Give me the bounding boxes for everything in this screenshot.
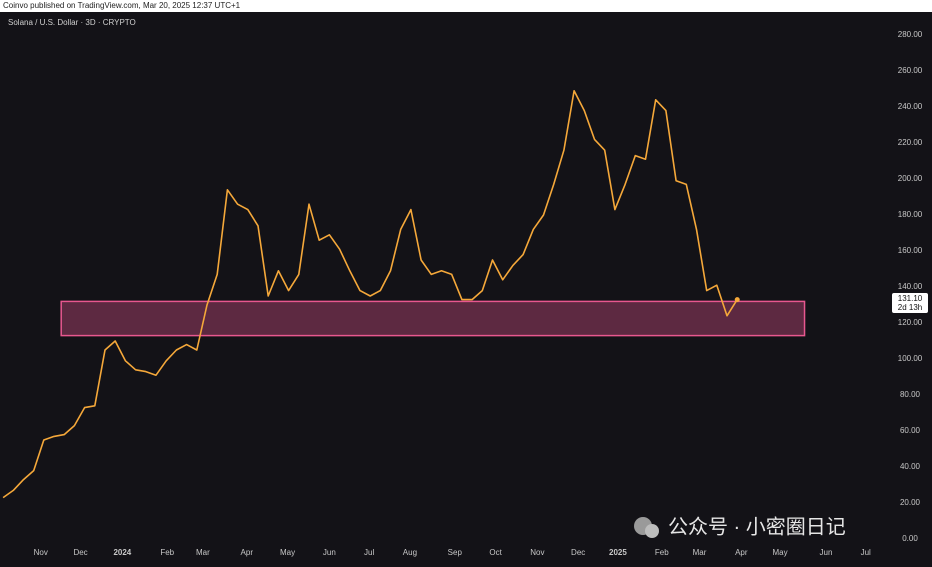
- y-tick-label: 40.00: [900, 462, 921, 471]
- countdown-label: 2d 13h: [898, 303, 922, 312]
- x-tick-label: Mar: [693, 548, 707, 557]
- x-tick-label: May: [773, 548, 788, 557]
- x-tick-label: Jul: [364, 548, 374, 557]
- watermark-text: 公众号 · 小密圈日记: [668, 515, 846, 538]
- x-tick-label: 2024: [113, 548, 131, 557]
- x-tick-label: Aug: [403, 548, 417, 557]
- y-tick-label: 100.00: [898, 354, 923, 363]
- y-tick-label: 240.00: [898, 102, 923, 111]
- x-tick-label: Apr: [241, 548, 254, 557]
- x-tick-label: Mar: [196, 548, 210, 557]
- last-price-label: 131.10: [898, 294, 923, 303]
- y-tick-label: 200.00: [898, 174, 923, 183]
- y-tick-label: 280.00: [898, 30, 923, 39]
- y-tick-label: 60.00: [900, 426, 921, 435]
- header: Coinvo published on TradingView.com, Mar…: [3, 1, 241, 10]
- x-tick-label: Nov: [34, 548, 48, 557]
- x-tick-label: Jun: [820, 548, 833, 557]
- x-tick-label: Sep: [448, 548, 463, 557]
- x-tick-label: Dec: [571, 548, 585, 557]
- price-line: [2, 90, 738, 499]
- x-tick-label: 2025: [609, 548, 627, 557]
- header-bar: [0, 0, 932, 12]
- y-tick-label: 0.00: [902, 534, 918, 543]
- y-tick-label: 20.00: [900, 498, 921, 507]
- watermark-icon: [645, 524, 659, 538]
- y-tick-label: 140.00: [898, 282, 923, 291]
- y-tick-label: 260.00: [898, 66, 923, 75]
- x-tick-label: Dec: [73, 548, 87, 557]
- y-tick-label: 160.00: [898, 246, 923, 255]
- y-tick-label: 220.00: [898, 138, 923, 147]
- last-point: [734, 297, 740, 303]
- chart-title: Solana / U.S. Dollar · 3D · CRYPTO: [8, 18, 136, 27]
- support-zone: [60, 300, 806, 337]
- x-tick-label: Feb: [655, 548, 669, 557]
- last-price-box: [892, 293, 928, 314]
- y-tick-label: 80.00: [900, 390, 921, 399]
- x-tick-label: Feb: [160, 548, 174, 557]
- x-tick-label: May: [280, 548, 295, 557]
- y-tick-label: 180.00: [898, 210, 923, 219]
- x-tick-label: Nov: [530, 548, 544, 557]
- x-tick-label: Oct: [489, 548, 502, 557]
- x-tick-label: Jul: [861, 548, 871, 557]
- y-tick-label: 120.00: [898, 318, 923, 327]
- x-tick-label: Apr: [735, 548, 748, 557]
- x-tick-label: Jun: [323, 548, 336, 557]
- watermark: 公众号 · 小密圈日记: [634, 515, 846, 538]
